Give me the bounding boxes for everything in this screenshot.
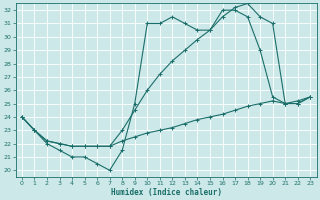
- X-axis label: Humidex (Indice chaleur): Humidex (Indice chaleur): [111, 188, 221, 197]
